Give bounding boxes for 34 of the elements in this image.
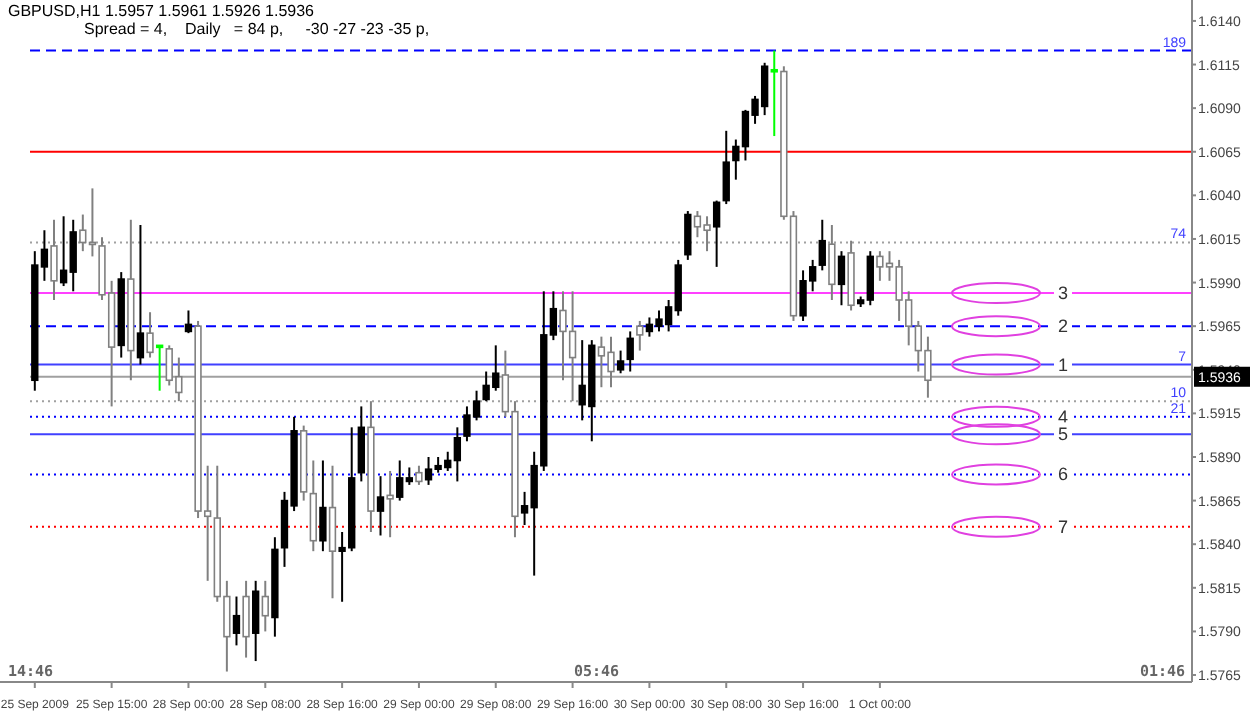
candlestick	[252, 579, 260, 663]
annotation: 4	[1058, 406, 1069, 427]
candlestick	[712, 199, 721, 268]
candlestick	[770, 49, 778, 138]
annotation: 3	[1058, 283, 1069, 304]
candlestick	[309, 459, 317, 553]
candlestick	[386, 469, 394, 539]
candlestick	[242, 579, 250, 659]
candlestick	[146, 311, 154, 359]
candlestick	[319, 459, 327, 553]
candlestick	[328, 464, 337, 600]
candlestick	[837, 250, 846, 307]
annotation: 5	[1058, 424, 1069, 445]
text: Spread = 4, Daily = 84 p, -30 -27 -23 -35 p,	[84, 20, 430, 38]
annotation: 6	[1058, 464, 1069, 485]
chart-title: GBPUSD,H1 1.5957 1.5961 1.5926 1.5936	[8, 2, 316, 20]
annotation: 1	[1058, 354, 1069, 375]
annotation: 2	[1058, 316, 1069, 337]
candlestick	[626, 330, 634, 373]
candlestick	[415, 464, 423, 486]
candlestick	[184, 309, 193, 335]
candlestick	[636, 319, 644, 352]
candlestick	[50, 218, 58, 302]
candlestick	[357, 405, 365, 483]
candlestick	[232, 595, 241, 647]
candlestick	[261, 579, 269, 633]
candlestick	[818, 218, 826, 272]
candlestick	[616, 349, 625, 375]
candlestick	[684, 210, 692, 261]
candlestick	[136, 224, 145, 366]
candlestick	[376, 475, 385, 537]
candlestick	[828, 224, 836, 302]
candlestick	[722, 129, 730, 206]
annotation: 7	[1058, 516, 1069, 537]
